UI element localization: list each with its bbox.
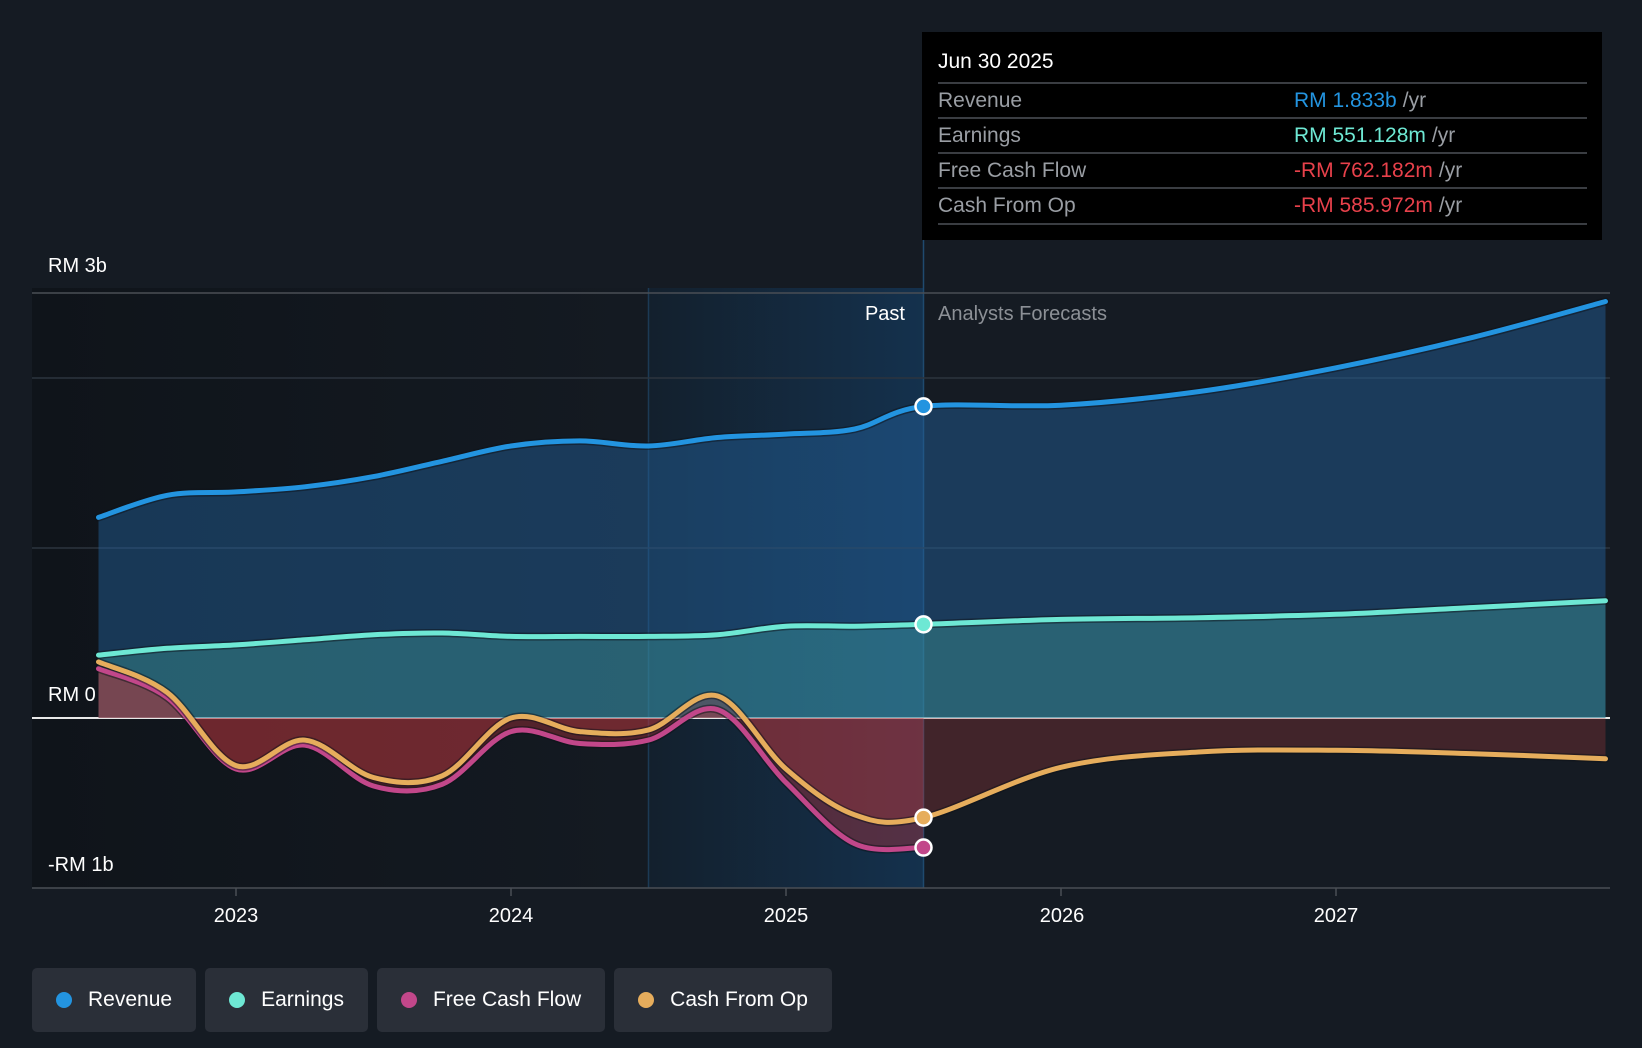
legend-item-cash-from-op[interactable]: Cash From Op [614, 968, 832, 1032]
legend-label: Earnings [261, 988, 344, 1011]
tooltip-value: -RM 762.182m/yr [1294, 159, 1463, 182]
legend-label: Free Cash Flow [432, 988, 582, 1011]
y-tick-label: -RM 1b [48, 854, 114, 876]
tooltip-row-cash-from-op: Cash From Op -RM 585.972m/yr [938, 187, 1587, 225]
marker-free-cash-flow [914, 838, 933, 857]
legend: Revenue Earnings Free Cash Flow Cash Fro… [32, 968, 832, 1032]
x-tick-label: 2024 [489, 905, 534, 927]
area-earnings [98, 600, 1606, 718]
tooltip-row-free-cash-flow: Free Cash Flow -RM 762.182m/yr [938, 152, 1587, 188]
tooltip-label: Earnings [938, 124, 1021, 147]
line-earnings [96, 598, 1608, 658]
tooltip-value: RM 1.833b/yr [1294, 89, 1427, 112]
tooltip-row-earnings: Earnings RM 551.128m/yr [938, 117, 1587, 153]
tooltip-label: Cash From Op [938, 194, 1076, 217]
marker-revenue [914, 397, 933, 416]
x-tick-label: 2026 [1040, 905, 1085, 927]
legend-dot-icon [400, 992, 417, 1008]
legend-dot-icon [56, 992, 72, 1008]
legend-item-earnings[interactable]: Earnings [205, 968, 368, 1032]
tooltip-label: Revenue [938, 89, 1023, 112]
past-label: Past [865, 303, 905, 325]
tooltip-value: RM 551.128m/yr [1294, 124, 1456, 147]
y-tick-label: RM 3b [48, 255, 107, 277]
tooltip-value: -RM 585.972m/yr [1294, 194, 1463, 217]
legend-dot-icon [229, 992, 246, 1008]
area-free-cash-flow [98, 668, 924, 850]
tooltip: Jun 30 2025 Revenue RM 1.833b/yr Earning… [922, 32, 1602, 240]
tooltip-label: Free Cash Flow [938, 159, 1087, 182]
legend-label: Revenue [88, 988, 173, 1011]
legend-label: Cash From Op [670, 988, 808, 1011]
past-region [32, 288, 649, 888]
marker-cash-from-op [914, 808, 933, 827]
legend-item-free-cash-flow[interactable]: Free Cash Flow [376, 968, 606, 1032]
legend-dot-icon [638, 992, 655, 1008]
line-cash-from-op [96, 659, 1608, 825]
y-tick-label: RM 0 [48, 684, 96, 706]
x-tick-label: 2025 [764, 905, 809, 927]
tooltip-row-revenue: Revenue RM 1.833b/yr [938, 82, 1587, 118]
forecast-label: Analysts Forecasts [938, 303, 1107, 325]
line-revenue [96, 299, 1608, 520]
legend-item-revenue[interactable]: Revenue [32, 968, 197, 1032]
x-tick-label: 2023 [214, 905, 259, 927]
x-tick-label: 2027 [1314, 905, 1359, 927]
area-cash-from-op [98, 661, 1606, 823]
tooltip-date: Jun 30 2025 [938, 50, 1054, 73]
marker-earnings [914, 615, 933, 634]
